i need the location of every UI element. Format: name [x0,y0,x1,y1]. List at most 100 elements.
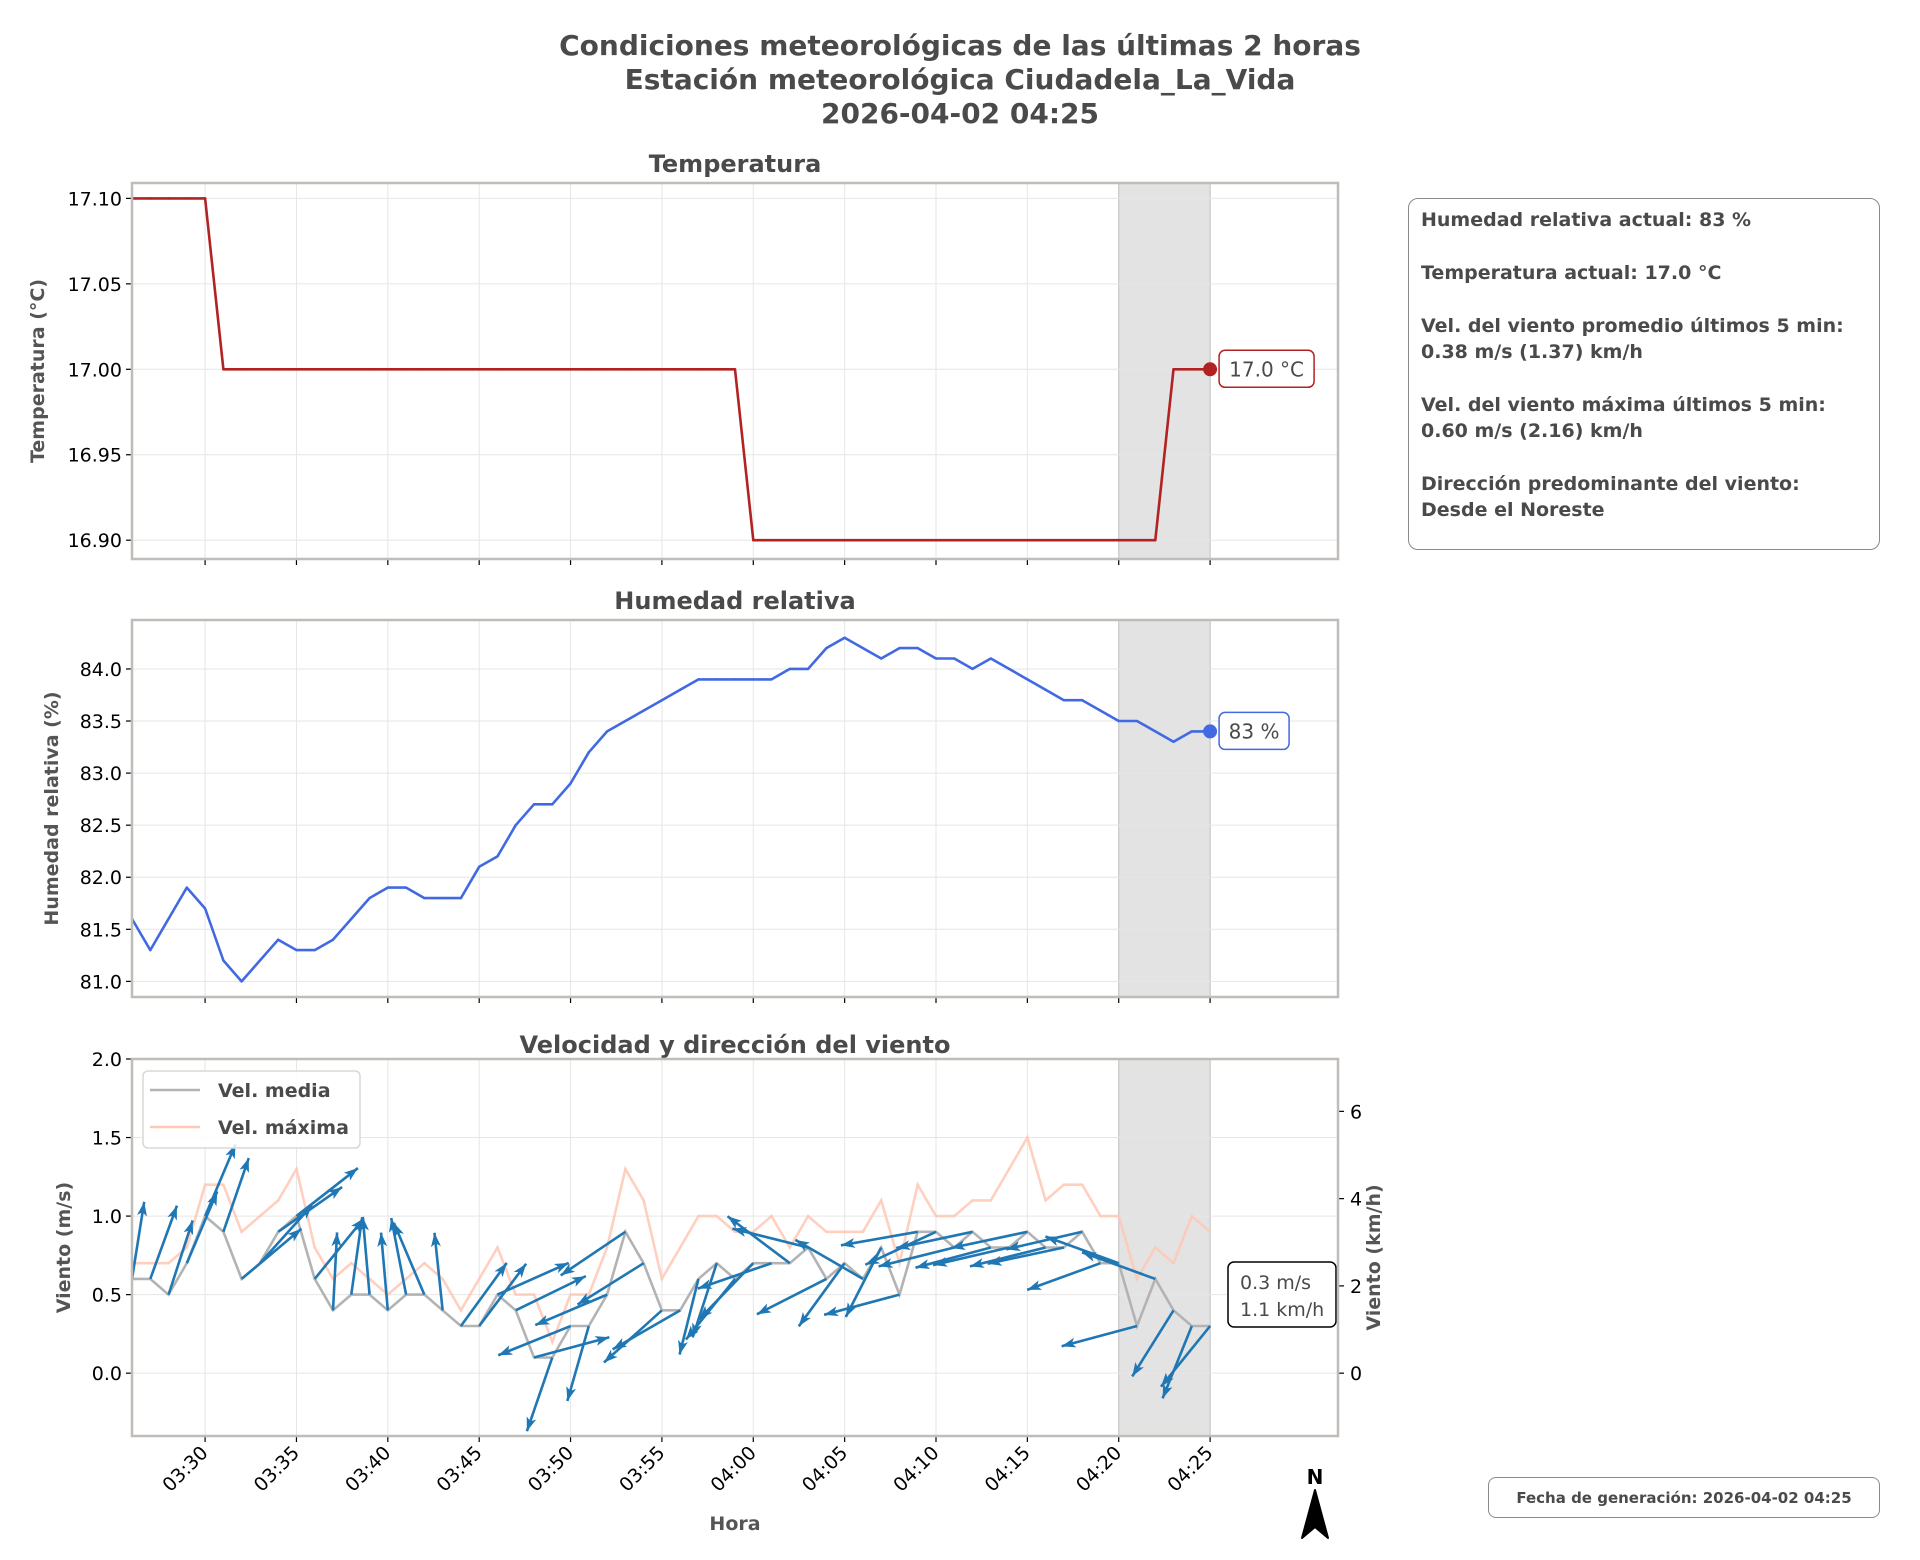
wind-arrow-head [1161,1372,1174,1387]
humidity-point [569,782,572,785]
subplot-title: Velocidad y dirección del viento [520,1031,951,1059]
wind-direction-arrow [515,1274,587,1312]
wind-arrow-shaft [794,1238,864,1281]
y-axis-label: Viento (m/s) [53,1182,75,1313]
humidity-point [843,636,846,639]
humidity-point [1026,678,1029,681]
wind-arrow-shaft [987,1246,1065,1265]
humidity-point [532,803,536,806]
temperature-point [551,368,554,371]
wind-arrow-head [183,1220,194,1236]
wind-direction-arrow [167,1220,194,1296]
y-tick-label: 83.5 [80,711,122,733]
humidity-chart: 81.0 81.5 82.0 82.5 83.0 83.5 84.0 Humedad rela… [41,587,1340,1003]
wind-max-point [496,1246,499,1249]
wind-max-line [132,1134,1211,1346]
y-tick-label: 17.05 [68,274,122,296]
wind-direction-arrow [611,1309,681,1351]
wind-arrow-shaft [950,1230,1028,1250]
generation-date-badge: Fecha de generación: 2026-04-02 04:25 [1488,1477,1880,1518]
humidity-point [953,657,956,660]
wind-direction-arrow [726,1215,791,1265]
last-value-box [1218,711,1290,751]
info-wind-avg-value: 0.38 m/s (1.37) km/h [1421,341,1643,363]
figure-title-line-3: 2026-04-02 04:25 [821,97,1099,130]
wind-arrow-shaft [895,1230,973,1250]
wind-max-point [258,1215,261,1218]
temperature-point [715,368,718,371]
wind-max-point [240,1230,243,1233]
wind-direction-arrow [878,1246,955,1268]
wind-max-point [1190,1215,1193,1218]
humidity-point [605,730,609,733]
humidity-point [624,719,627,723]
humidity-point [806,667,810,671]
wind-arrow-shaft [389,1217,408,1295]
wind-arrow-shaft [697,1261,772,1290]
north-label: N [1307,1465,1324,1489]
temperature-point [404,368,408,371]
wind-max-point [350,1262,353,1265]
temperature-point [733,368,737,371]
wind-max-point [624,1167,627,1170]
humidity-point [240,980,243,983]
wind-direction-arrow [1161,1325,1194,1399]
wind-max-point [1062,1183,1065,1186]
highlight-span [1118,620,1211,997]
humidity-point [825,646,828,650]
wind-direction-arrow [240,1227,303,1280]
temperature-point [587,368,591,371]
wind-arrow-head [577,1292,593,1305]
figure-title-line-2: Estación meteorológica Ciudadela_La_Vida [625,63,1296,96]
info-wind-direction-value: Desde el Noreste [1421,499,1605,521]
wind-arrow-shaft [969,1246,1046,1268]
wind-arrow-head [697,1279,713,1289]
temperature-point [770,539,773,542]
wind-direction-arrow [794,1238,864,1281]
wind-max-point [825,1230,828,1233]
temperature-point [167,197,170,200]
temperature-point [1080,539,1084,542]
wind-arrow-head [933,1257,948,1267]
wind-max-point [971,1199,974,1202]
temperature-point [642,368,645,371]
last-value-dot [1203,362,1218,377]
y-axis-label: Temperatura (°C) [27,279,49,463]
temperature-point [624,368,627,371]
wind-arrow-shaft [678,1278,700,1355]
humidity-point [697,678,700,681]
y-axis-label: Humedad relativa (%) [41,691,63,925]
wind-max-point [295,1167,298,1170]
wind-max-point [222,1183,225,1186]
humidity-point [459,896,463,900]
temperature-point [386,368,390,371]
wind-max-point [1154,1246,1157,1249]
wind-direction-arrow [497,1324,572,1357]
wind-arrow-shaft [240,1227,303,1280]
wind-arrow-head [535,1315,551,1326]
wind-max-point [1081,1183,1084,1186]
temperature-point [350,368,353,371]
temperature-point [496,368,499,371]
wind-direction-arrow [331,1232,342,1311]
humidity-point [989,657,993,660]
temperature-point [149,197,152,200]
humidity-point [971,667,974,671]
temperature-point [276,368,280,371]
wind-max-point [770,1215,773,1218]
wind-arrow-head [603,1349,618,1363]
wind-max-point [697,1215,700,1218]
legend-label-mean: Vel. media [218,1080,331,1102]
temperature-point [678,368,682,371]
wind-max-point [313,1246,316,1249]
temperature-point [1135,539,1139,542]
wind-direction-arrow [969,1246,1046,1268]
wind-arrow-shaft [1044,1235,1120,1265]
wind-arrow-shaft [533,1336,610,1359]
humidity-point [1099,709,1102,712]
wind-arrow-shaft [1161,1325,1194,1399]
wind-direction-arrow [1026,1261,1101,1292]
info-wind-avg-label: Vel. del viento promedio últimos 5 min: [1421,315,1844,337]
wind-arrow-shaft [932,1246,1010,1267]
